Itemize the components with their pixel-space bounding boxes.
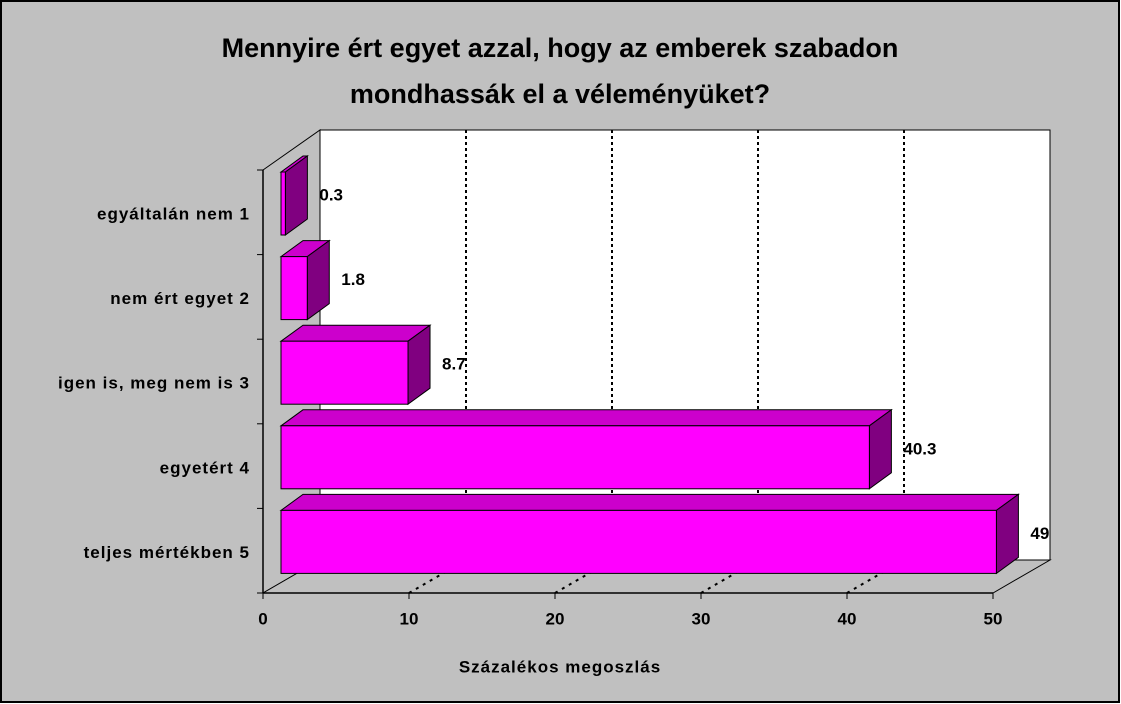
bar	[280, 171, 286, 236]
bar-top	[279, 409, 893, 427]
value-label: 8.7	[442, 355, 466, 374]
x-tick-label: 30	[692, 609, 711, 628]
value-label: 0.3	[319, 185, 343, 204]
y-tick-label: igen is, meg nem is 3	[58, 374, 250, 393]
value-label: 40.3	[903, 439, 936, 458]
bar	[280, 425, 870, 490]
floor-grid-line	[700, 559, 759, 594]
y-tick-label: teljes mértékben 5	[84, 543, 250, 562]
chart-title: Mennyire ért egyet azzal, hogy az embere…	[222, 33, 899, 63]
bar-top	[279, 324, 432, 342]
bar	[280, 509, 997, 574]
x-tick-label: 0	[258, 609, 267, 628]
floor-grid-line	[554, 559, 613, 594]
value-label: 49	[1030, 524, 1049, 543]
bar	[280, 340, 409, 405]
chart-title: mondhassák el a véleményüket?	[350, 79, 770, 109]
x-tick-label: 10	[400, 609, 419, 628]
floor-grid-line	[408, 559, 467, 594]
x-axis-title: Százalékos megoszlás	[459, 657, 661, 676]
bar-top	[279, 493, 1020, 511]
y-tick-label: egyetért 4	[160, 458, 250, 477]
y-tick-label: nem ért egyet 2	[110, 289, 250, 308]
floor-grid-line	[846, 559, 905, 594]
y-tick-label: egyáltalán nem 1	[97, 204, 250, 223]
x-tick-label: 20	[546, 609, 565, 628]
x-tick-label: 50	[984, 609, 1003, 628]
x-tick-label: 40	[838, 609, 857, 628]
value-label: 1.8	[341, 270, 365, 289]
bar	[280, 256, 308, 321]
